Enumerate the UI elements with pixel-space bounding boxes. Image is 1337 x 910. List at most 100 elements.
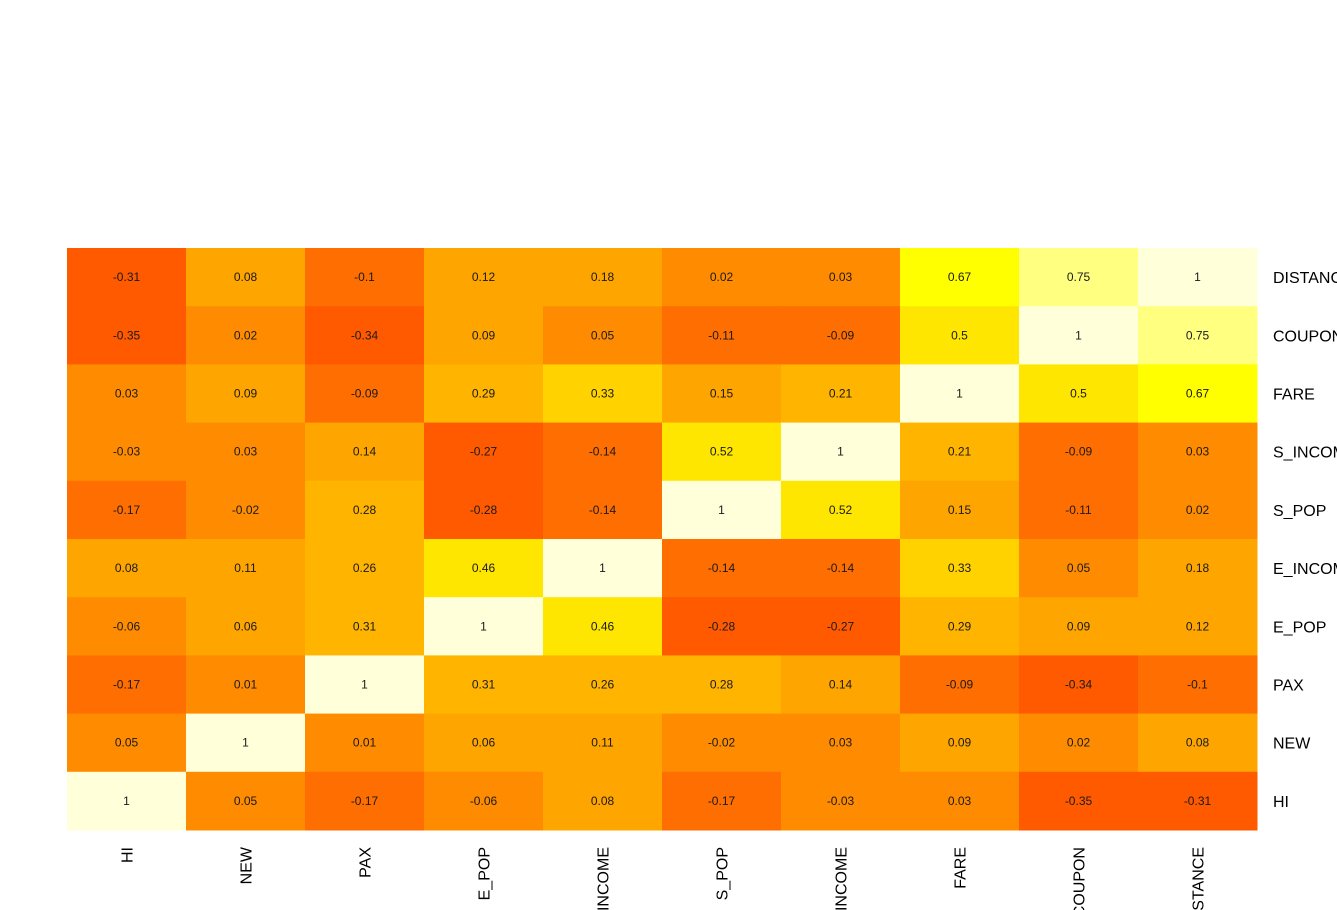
cell-value-label: 0.29 (948, 619, 972, 633)
cell-value-label: 0.75 (1186, 328, 1210, 342)
cell-value-label: 0.09 (1067, 619, 1091, 633)
heatmap-cell (67, 422, 187, 482)
cell-value-label: 1 (956, 387, 963, 401)
cell-value-label: -0.35 (1065, 794, 1093, 808)
cell-value-label: 0.12 (1186, 619, 1210, 633)
column-tick-label: PAX (358, 847, 375, 878)
heatmap-cell (305, 248, 425, 307)
cell-value-label: -0.1 (1187, 678, 1208, 692)
heatmap-cell (900, 713, 1020, 773)
heatmap-cell (543, 364, 663, 424)
heatmap-cell (543, 597, 663, 656)
cell-value-label: -0.27 (827, 619, 855, 633)
column-tick-label: FARE (953, 847, 970, 889)
cell-value-label: -0.03 (113, 445, 141, 459)
cell-value-label: 1 (361, 678, 368, 692)
cell-value-label: -0.09 (351, 387, 379, 401)
heatmap-cell (424, 539, 544, 598)
cell-value-label: -0.11 (1065, 503, 1092, 517)
heatmap-cell (67, 539, 187, 598)
heatmap-cell (1019, 771, 1139, 831)
row-tick-label: PAX (1273, 678, 1304, 695)
cell-value-label: 0.06 (234, 619, 258, 633)
heatmap-cell (67, 306, 187, 365)
row-tick-label: DISTANCE (1273, 270, 1337, 287)
heatmap-cell (1138, 597, 1258, 656)
heatmap-cell (900, 306, 1020, 365)
cell-value-label: 0.26 (591, 678, 615, 692)
column-tick-label: E_INCOME (596, 847, 613, 910)
heatmap-cell (662, 480, 782, 540)
heatmap-cell (1019, 597, 1139, 656)
cell-value-label: -0.1 (354, 270, 375, 284)
cell-value-label: 0.11 (234, 561, 257, 575)
heatmap-cell (1019, 539, 1139, 598)
cell-value-label: 0.28 (353, 503, 377, 517)
column-tick-label: NEW (239, 846, 256, 884)
heatmap-cell (781, 364, 901, 424)
cell-value-label: -0.06 (113, 619, 141, 633)
cell-value-label: 0.14 (353, 445, 377, 459)
heatmap-cell (1138, 539, 1258, 598)
heatmap-cell (424, 771, 544, 831)
cell-value-label: -0.31 (113, 270, 141, 284)
cell-value-label: 0.03 (829, 736, 853, 750)
heatmap-cell (1019, 306, 1139, 365)
heatmap-cell (781, 480, 901, 540)
cell-value-label: 0.14 (829, 678, 853, 692)
cell-value-label: 0.67 (948, 270, 972, 284)
heatmap-cell (305, 713, 425, 773)
heatmap-cell (424, 480, 544, 540)
heatmap-cell (662, 248, 782, 307)
heatmap-cells (67, 248, 1258, 831)
cell-value-label: 0.31 (353, 619, 377, 633)
cell-value-label: 0.15 (948, 503, 972, 517)
heatmap-cell (781, 306, 901, 365)
heatmap-cell (900, 422, 1020, 482)
heatmap-cell (900, 597, 1020, 656)
cell-value-label: -0.14 (827, 561, 855, 575)
heatmap-cell (781, 597, 901, 656)
cell-value-label: 0.03 (948, 794, 972, 808)
heatmap-cell (781, 655, 901, 715)
heatmap-cell (1019, 480, 1139, 540)
cell-value-label: 0.05 (115, 736, 139, 750)
cell-value-label: 0.05 (1067, 561, 1091, 575)
row-tick-label: S_INCOME (1273, 445, 1337, 462)
cell-value-label: -0.27 (470, 445, 498, 459)
cell-value-label: -0.14 (589, 445, 617, 459)
cell-value-label: -0.14 (708, 561, 736, 575)
cell-value-label: -0.17 (708, 794, 736, 808)
heatmap-cell (543, 539, 663, 598)
heatmap-cell (305, 422, 425, 482)
heatmap-cell (1138, 713, 1258, 773)
cell-value-label: 1 (1075, 328, 1082, 342)
cell-value-label: -0.34 (1065, 678, 1093, 692)
cell-value-label: 0.33 (948, 561, 972, 575)
column-tick-label: HI (120, 847, 137, 863)
cell-value-label: 0.12 (472, 270, 496, 284)
cell-value-label: 0.15 (710, 387, 734, 401)
cell-value-label: 0.21 (829, 387, 853, 401)
cell-value-label: -0.09 (946, 678, 974, 692)
heatmap-cell (305, 771, 425, 831)
heatmap-cell (186, 539, 306, 598)
cell-value-label: 0.05 (591, 328, 615, 342)
heatmap-cell (781, 539, 901, 598)
heatmap-cell (67, 480, 187, 540)
cell-value-label: 0.46 (472, 561, 496, 575)
cell-value-label: 0.18 (1186, 561, 1210, 575)
heatmap-cell (305, 364, 425, 424)
heatmap-cell (662, 422, 782, 482)
column-tick-labels: HI NEW PAX E_POP E_INCOME S_POP S_INCOME FARE CO… (120, 846, 1208, 910)
cell-value-label: -0.28 (470, 503, 498, 517)
cell-value-label: 0.09 (948, 736, 972, 750)
column-tick-label: COUPON (1072, 847, 1089, 910)
row-tick-label: NEW (1273, 736, 1311, 753)
heatmap-cell (186, 771, 306, 831)
heatmap-cell (1138, 364, 1258, 424)
heatmap-cell (543, 480, 663, 540)
cell-value-label: -0.02 (708, 736, 736, 750)
heatmap-cell (424, 306, 544, 365)
